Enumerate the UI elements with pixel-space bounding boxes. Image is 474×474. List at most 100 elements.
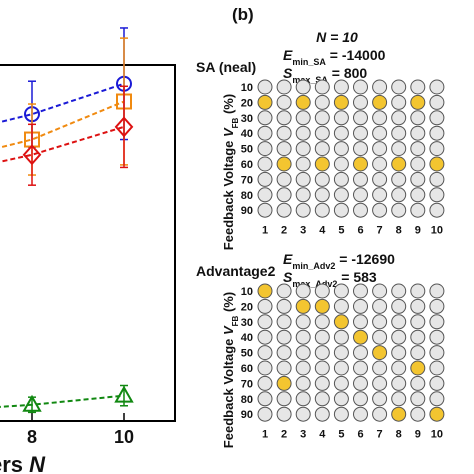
series-diamond <box>0 85 134 186</box>
cell-empty <box>333 375 349 391</box>
col-label: 1 <box>262 225 268 237</box>
cell-empty <box>391 79 407 95</box>
cell-empty <box>295 141 311 157</box>
cell-empty <box>372 141 388 157</box>
cell-selected <box>276 156 292 172</box>
cell-selected <box>276 375 292 391</box>
cell-empty <box>295 360 311 376</box>
cell-empty <box>372 283 388 299</box>
row-label: 10 <box>241 286 253 298</box>
cell-empty <box>314 79 330 95</box>
cell-empty <box>257 187 273 203</box>
cell-empty <box>429 202 445 218</box>
cell-selected <box>353 156 368 172</box>
cell-empty <box>353 345 368 361</box>
cell-empty <box>333 406 349 422</box>
panel-b-heatmaps: (b) N = 10 Emin_SA = -14000 Smax_SA = 80… <box>196 5 445 448</box>
row-label: 10 <box>241 82 253 94</box>
cell-empty <box>353 406 368 422</box>
col-label: 3 <box>300 225 306 237</box>
data-point-triangle <box>114 385 134 403</box>
cell-empty <box>410 329 426 345</box>
row-label: 20 <box>241 97 253 109</box>
series-square <box>0 37 132 176</box>
cell-empty <box>372 329 388 345</box>
adv2-score-label: Smax_Adv2 = 583 <box>283 269 377 289</box>
cell-selected <box>391 156 407 172</box>
panel-a-line-chart: 8 10 ers N <box>0 27 176 474</box>
cell-empty <box>314 110 330 126</box>
cell-empty <box>295 391 311 407</box>
cell-empty <box>353 79 368 95</box>
col-label: 2 <box>281 429 287 441</box>
cell-selected <box>353 329 368 345</box>
cell-empty <box>353 94 368 110</box>
cell-empty <box>295 156 311 172</box>
cell-empty <box>314 202 330 218</box>
cell-empty <box>333 360 349 376</box>
cell-empty <box>391 283 407 299</box>
cell-empty <box>353 110 368 126</box>
cell-empty <box>391 298 407 314</box>
col-label: 7 <box>377 429 383 441</box>
cell-empty <box>257 298 273 314</box>
cell-empty <box>295 329 311 345</box>
cell-empty <box>410 375 426 391</box>
cell-empty <box>410 345 426 361</box>
cell-empty <box>257 406 273 422</box>
cell-empty <box>353 125 368 141</box>
cell-empty <box>276 202 292 218</box>
col-label: 10 <box>431 429 443 441</box>
series-line-circle <box>0 82 125 124</box>
cell-empty <box>372 202 388 218</box>
cell-empty <box>333 391 349 407</box>
cell-empty <box>372 156 388 172</box>
cell-empty <box>314 283 330 299</box>
cell-empty <box>295 345 311 361</box>
cell-empty <box>333 171 349 187</box>
cell-empty <box>429 345 445 361</box>
data-point-diamond <box>114 116 134 138</box>
cell-empty <box>257 79 273 95</box>
cell-empty <box>333 298 349 314</box>
cell-empty <box>391 125 407 141</box>
cell-selected <box>314 156 330 172</box>
cell-empty <box>353 283 368 299</box>
cell-empty <box>314 187 330 203</box>
cell-empty <box>410 156 426 172</box>
cell-empty <box>410 125 426 141</box>
cell-empty <box>429 141 445 157</box>
cell-empty <box>372 171 388 187</box>
cell-empty <box>391 314 407 330</box>
cell-empty <box>333 202 349 218</box>
n-label: N = 10 <box>316 29 358 45</box>
col-label: 2 <box>281 225 287 237</box>
cell-empty <box>391 202 407 218</box>
cell-empty <box>276 125 292 141</box>
row-label: 20 <box>241 301 253 313</box>
cell-empty <box>429 391 445 407</box>
cell-empty <box>353 298 368 314</box>
cell-empty <box>429 125 445 141</box>
cell-empty <box>429 187 445 203</box>
row-label: 40 <box>241 332 253 344</box>
cell-empty <box>410 171 426 187</box>
cell-selected <box>333 314 349 330</box>
cell-empty <box>257 360 273 376</box>
col-label: 8 <box>396 429 402 441</box>
cell-selected <box>295 94 311 110</box>
data-point-triangle <box>22 394 42 412</box>
cell-empty <box>410 314 426 330</box>
row-label: 60 <box>241 159 253 171</box>
cell-empty <box>410 187 426 203</box>
cell-empty <box>353 391 368 407</box>
cell-empty <box>353 187 368 203</box>
cell-empty <box>314 171 330 187</box>
cell-empty <box>333 156 349 172</box>
cell-empty <box>391 141 407 157</box>
cell-empty <box>314 141 330 157</box>
cell-empty <box>391 375 407 391</box>
cell-empty <box>391 187 407 203</box>
cell-empty <box>257 329 273 345</box>
